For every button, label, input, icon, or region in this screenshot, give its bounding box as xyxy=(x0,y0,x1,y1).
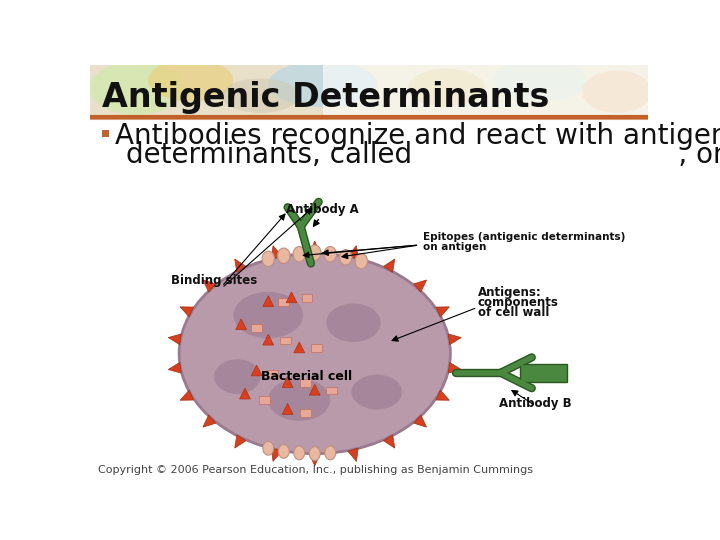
Polygon shape xyxy=(310,454,320,466)
Text: Antibody A: Antibody A xyxy=(286,204,359,217)
Bar xyxy=(520,363,567,382)
Ellipse shape xyxy=(309,245,321,260)
Polygon shape xyxy=(348,246,358,259)
Polygon shape xyxy=(310,384,320,395)
Polygon shape xyxy=(436,390,449,400)
Bar xyxy=(279,298,289,306)
Polygon shape xyxy=(235,435,246,448)
Ellipse shape xyxy=(222,78,300,113)
Ellipse shape xyxy=(310,447,320,461)
Text: Antigenic Determinants: Antigenic Determinants xyxy=(102,80,549,113)
Bar xyxy=(300,379,311,387)
Polygon shape xyxy=(240,388,251,399)
Polygon shape xyxy=(271,246,282,259)
Polygon shape xyxy=(203,415,216,427)
Text: on antigen: on antigen xyxy=(423,241,487,252)
Bar xyxy=(326,387,337,394)
Polygon shape xyxy=(235,319,246,330)
Ellipse shape xyxy=(355,253,367,269)
Bar xyxy=(323,65,648,115)
Polygon shape xyxy=(168,362,181,373)
Text: Antibody B: Antibody B xyxy=(499,397,572,410)
Polygon shape xyxy=(251,365,262,376)
Ellipse shape xyxy=(324,247,336,262)
Ellipse shape xyxy=(340,249,352,265)
Ellipse shape xyxy=(262,251,274,267)
Ellipse shape xyxy=(293,247,305,262)
Ellipse shape xyxy=(294,446,305,460)
Polygon shape xyxy=(414,280,427,292)
Ellipse shape xyxy=(90,61,183,115)
Polygon shape xyxy=(384,435,395,448)
Text: Antigens:: Antigens: xyxy=(477,286,541,299)
Bar xyxy=(259,396,270,403)
Bar xyxy=(90,65,648,115)
Bar xyxy=(302,294,312,302)
Polygon shape xyxy=(414,415,427,427)
Bar xyxy=(102,130,109,137)
Polygon shape xyxy=(203,280,216,292)
Bar xyxy=(280,336,291,345)
Ellipse shape xyxy=(408,69,485,107)
Ellipse shape xyxy=(269,61,377,107)
Polygon shape xyxy=(436,307,449,317)
Text: determinants, called                              , on an antigen.: determinants, called , on an antigen. xyxy=(127,141,720,169)
Bar xyxy=(90,119,648,481)
Ellipse shape xyxy=(277,248,290,264)
Bar xyxy=(300,409,311,417)
Ellipse shape xyxy=(326,303,381,342)
Ellipse shape xyxy=(214,359,261,394)
Ellipse shape xyxy=(148,59,233,102)
Polygon shape xyxy=(263,334,274,345)
Text: Copyright © 2006 Pearson Education, Inc., publishing as Benjamin Cummings: Copyright © 2006 Pearson Education, Inc.… xyxy=(98,465,533,475)
Text: Bacterial cell: Bacterial cell xyxy=(261,370,353,383)
Polygon shape xyxy=(286,292,297,303)
Polygon shape xyxy=(235,259,246,272)
Text: of cell wall: of cell wall xyxy=(477,306,549,319)
Polygon shape xyxy=(449,334,462,345)
Ellipse shape xyxy=(263,441,274,455)
Polygon shape xyxy=(180,307,194,317)
Polygon shape xyxy=(271,448,282,461)
Polygon shape xyxy=(449,362,462,373)
Text: Binding sites: Binding sites xyxy=(171,274,258,287)
Bar xyxy=(266,370,277,378)
Polygon shape xyxy=(180,390,194,400)
Text: Antibodies recognize and react with antigenic: Antibodies recognize and react with anti… xyxy=(114,122,720,150)
Ellipse shape xyxy=(582,71,652,113)
Ellipse shape xyxy=(279,444,289,458)
Polygon shape xyxy=(384,259,395,272)
Ellipse shape xyxy=(179,253,451,454)
Bar xyxy=(251,325,262,332)
Polygon shape xyxy=(282,377,293,387)
Bar xyxy=(311,345,322,352)
Polygon shape xyxy=(263,296,274,307)
Polygon shape xyxy=(310,241,320,253)
Ellipse shape xyxy=(269,379,330,421)
Ellipse shape xyxy=(325,446,336,460)
Polygon shape xyxy=(168,334,181,345)
Polygon shape xyxy=(348,448,358,461)
Ellipse shape xyxy=(351,375,402,409)
Ellipse shape xyxy=(493,59,586,102)
Ellipse shape xyxy=(233,292,303,338)
Polygon shape xyxy=(282,403,293,414)
Text: components: components xyxy=(477,296,559,309)
Text: Epitopes (antigenic determinants): Epitopes (antigenic determinants) xyxy=(423,232,626,242)
Polygon shape xyxy=(294,342,305,353)
